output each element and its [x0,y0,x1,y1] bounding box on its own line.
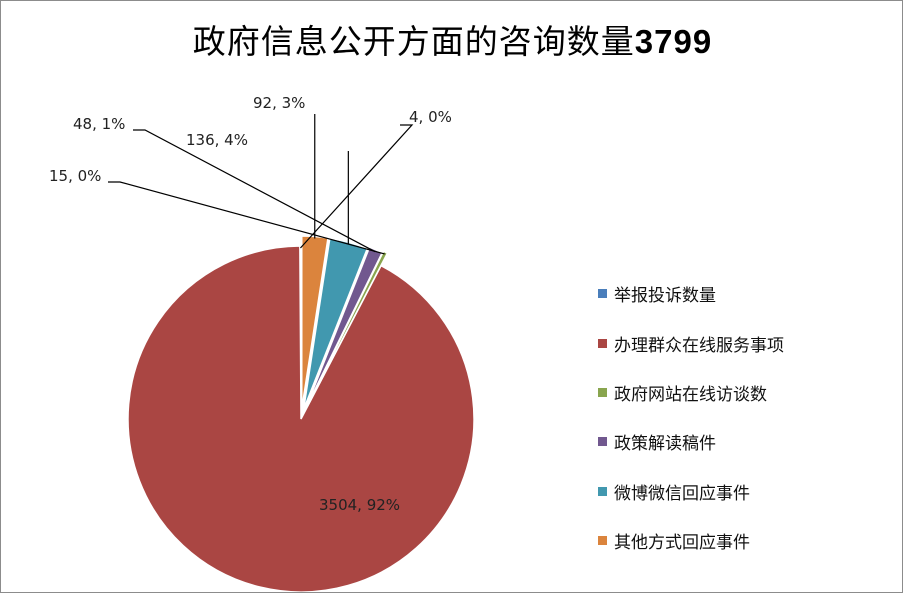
legend-label: 政府网站在线访谈数 [614,384,767,405]
legend-label: 其他方式回应事件 [614,533,750,554]
leader-line-0 [299,124,414,249]
chart-title: 政府信息公开方面的咨询数量3799 [1,15,902,63]
legend-label: 举报投诉数量 [614,286,716,307]
legend-label: 微博微信回应事件 [614,483,750,504]
legend-swatch [598,289,607,299]
data-label-0: 4, 0% [409,108,452,126]
legend-swatch [598,437,607,447]
leader-line-2 [108,181,385,255]
legend-item: 其他方式回应事件 [598,516,784,565]
leader-line-3 [133,129,376,253]
legend-swatch [598,338,607,348]
legend-item: 微博微信回应事件 [598,467,784,516]
legend-item: 政府网站在线访谈数 [598,368,784,417]
legend-label: 办理群众在线服务事项 [614,335,784,356]
chart-title-text: 政府信息公开方面的咨询数量 [192,22,635,61]
chart-title-number: 3799 [634,23,713,60]
legend-swatch [598,387,607,397]
legend-item: 办理群众在线服务事项 [598,318,784,367]
data-label-4: 136, 4% [186,131,248,149]
data-label-5: 92, 3% [253,94,305,112]
data-label-3: 48, 1% [73,115,125,133]
data-label-1: 3504, 92% [319,496,400,514]
legend-item: 政策解读稿件 [598,417,784,466]
legend-swatch [598,536,607,546]
legend-label: 政策解读稿件 [614,434,716,455]
pie-slice-2 [306,250,389,407]
data-label-2: 15, 0% [49,167,101,185]
legend-swatch [598,486,607,496]
pie-slice-1 [127,245,475,592]
legend: 举报投诉数量办理群众在线服务事项 政府网站在线访谈数 政策解读稿件微博微信回应事件其… [598,269,784,565]
legend-item: 举报投诉数量 [598,269,784,318]
